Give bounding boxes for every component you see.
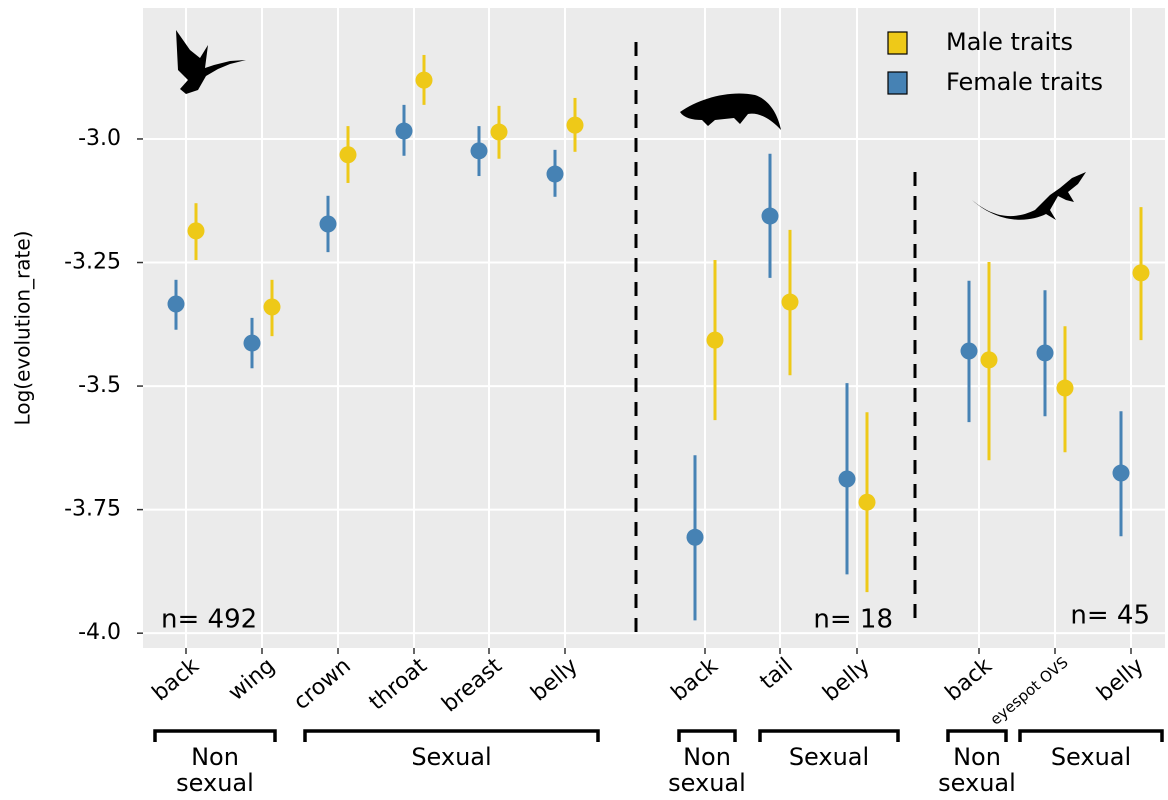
x-tick-label: breast [437, 653, 507, 717]
point [415, 71, 433, 89]
group-bracket [946, 729, 1008, 742]
group-label: Sexual [411, 743, 492, 771]
hummingbird-icon [176, 30, 246, 94]
point [470, 142, 488, 160]
y-axis-label: Log(evolution_rate) [11, 231, 35, 426]
legend-label: Male traits [946, 28, 1073, 56]
group-label: Sexual [1050, 743, 1132, 771]
point [1112, 464, 1130, 482]
group-label: Non sexual [668, 743, 746, 797]
group-label: Non sexual [176, 743, 254, 797]
point [167, 295, 185, 313]
point [263, 298, 281, 316]
point [319, 215, 337, 233]
group-label: Non sexual [938, 743, 1016, 797]
y-tick-label: -3.0 [78, 126, 121, 151]
x-tick-label: belly [1092, 653, 1148, 706]
y-tick-label: -3.25 [64, 250, 121, 275]
point [686, 528, 704, 546]
point [187, 222, 205, 240]
point [960, 342, 978, 360]
group-bracket [153, 729, 277, 742]
legend-label: Female traits [946, 68, 1103, 96]
x-tick-label: throat [365, 653, 432, 715]
x-tick-label: back [667, 653, 723, 706]
point [490, 123, 508, 141]
y-tick-label: -3.75 [64, 497, 121, 522]
lizard-icon [972, 172, 1086, 220]
point [706, 331, 724, 349]
x-tick-label: wing [224, 653, 280, 706]
x-tick-label: back [941, 653, 997, 706]
group-bracket [1018, 729, 1164, 742]
x-tick-label: crown [289, 653, 356, 715]
point [1132, 264, 1150, 282]
point [980, 351, 998, 369]
y-tick-label: -4.0 [78, 620, 121, 645]
point [1036, 344, 1054, 362]
point [546, 165, 564, 183]
x-tick-label: eyespot OVS [987, 653, 1072, 728]
point [395, 122, 413, 140]
sample-size: n= 492 [161, 605, 257, 635]
legend-key [887, 71, 908, 95]
sample-size: n= 18 [813, 605, 893, 635]
point [781, 293, 799, 311]
point [339, 146, 357, 164]
x-tick-label: tail [755, 653, 797, 694]
y-tick-label: -3.5 [78, 373, 121, 398]
x-tick-label: back [148, 653, 204, 706]
legend-key [887, 31, 908, 55]
group-bracket [677, 729, 737, 742]
point [1056, 379, 1074, 397]
group-label: Sexual [788, 743, 870, 771]
x-tick-label: belly [526, 653, 582, 706]
point [858, 493, 876, 511]
point [243, 334, 261, 352]
point [761, 207, 779, 225]
group-bracket [758, 729, 900, 742]
newt-icon [680, 93, 781, 130]
point [838, 470, 856, 488]
point [566, 116, 584, 134]
group-bracket [303, 729, 600, 742]
sample-size: n= 45 [1070, 601, 1150, 631]
panel-background [143, 8, 1165, 648]
x-tick-label: belly [818, 653, 874, 706]
